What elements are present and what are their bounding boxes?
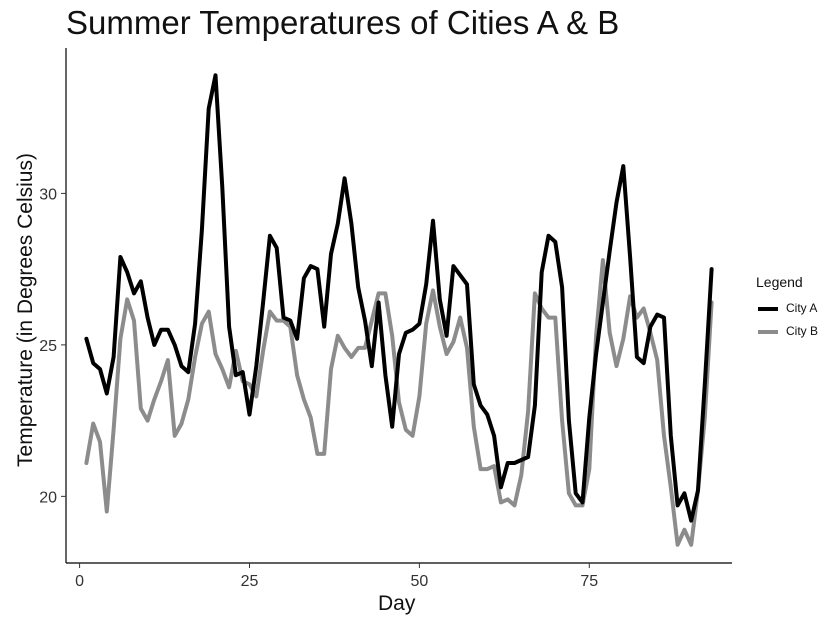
x-tick-label: 0 — [75, 573, 84, 590]
x-tick-label: 25 — [241, 573, 259, 590]
legend-label-city-a: City A — [786, 301, 818, 315]
chart-title: Summer Temperatures of Cities A & B — [66, 4, 620, 41]
legend-label-city-b: City B — [786, 324, 819, 338]
series-line-city-a — [84, 73, 714, 523]
x-tick-label: 50 — [410, 573, 428, 590]
legend-title: Legend — [756, 274, 803, 290]
x-axis-label: Day — [378, 592, 416, 615]
y-tick-label: 20 — [39, 489, 57, 506]
series-line-city-b — [84, 258, 714, 547]
axes: 20 25 30 0 25 50 75 — [39, 48, 732, 590]
legend-keys — [758, 307, 778, 334]
series-layer — [84, 73, 714, 547]
y-tick-label: 30 — [39, 186, 57, 203]
y-tick-label: 25 — [39, 338, 57, 355]
x-tick-label: 75 — [580, 573, 598, 590]
y-axis-label: Temperature (in Degrees Celsius) — [14, 153, 37, 467]
